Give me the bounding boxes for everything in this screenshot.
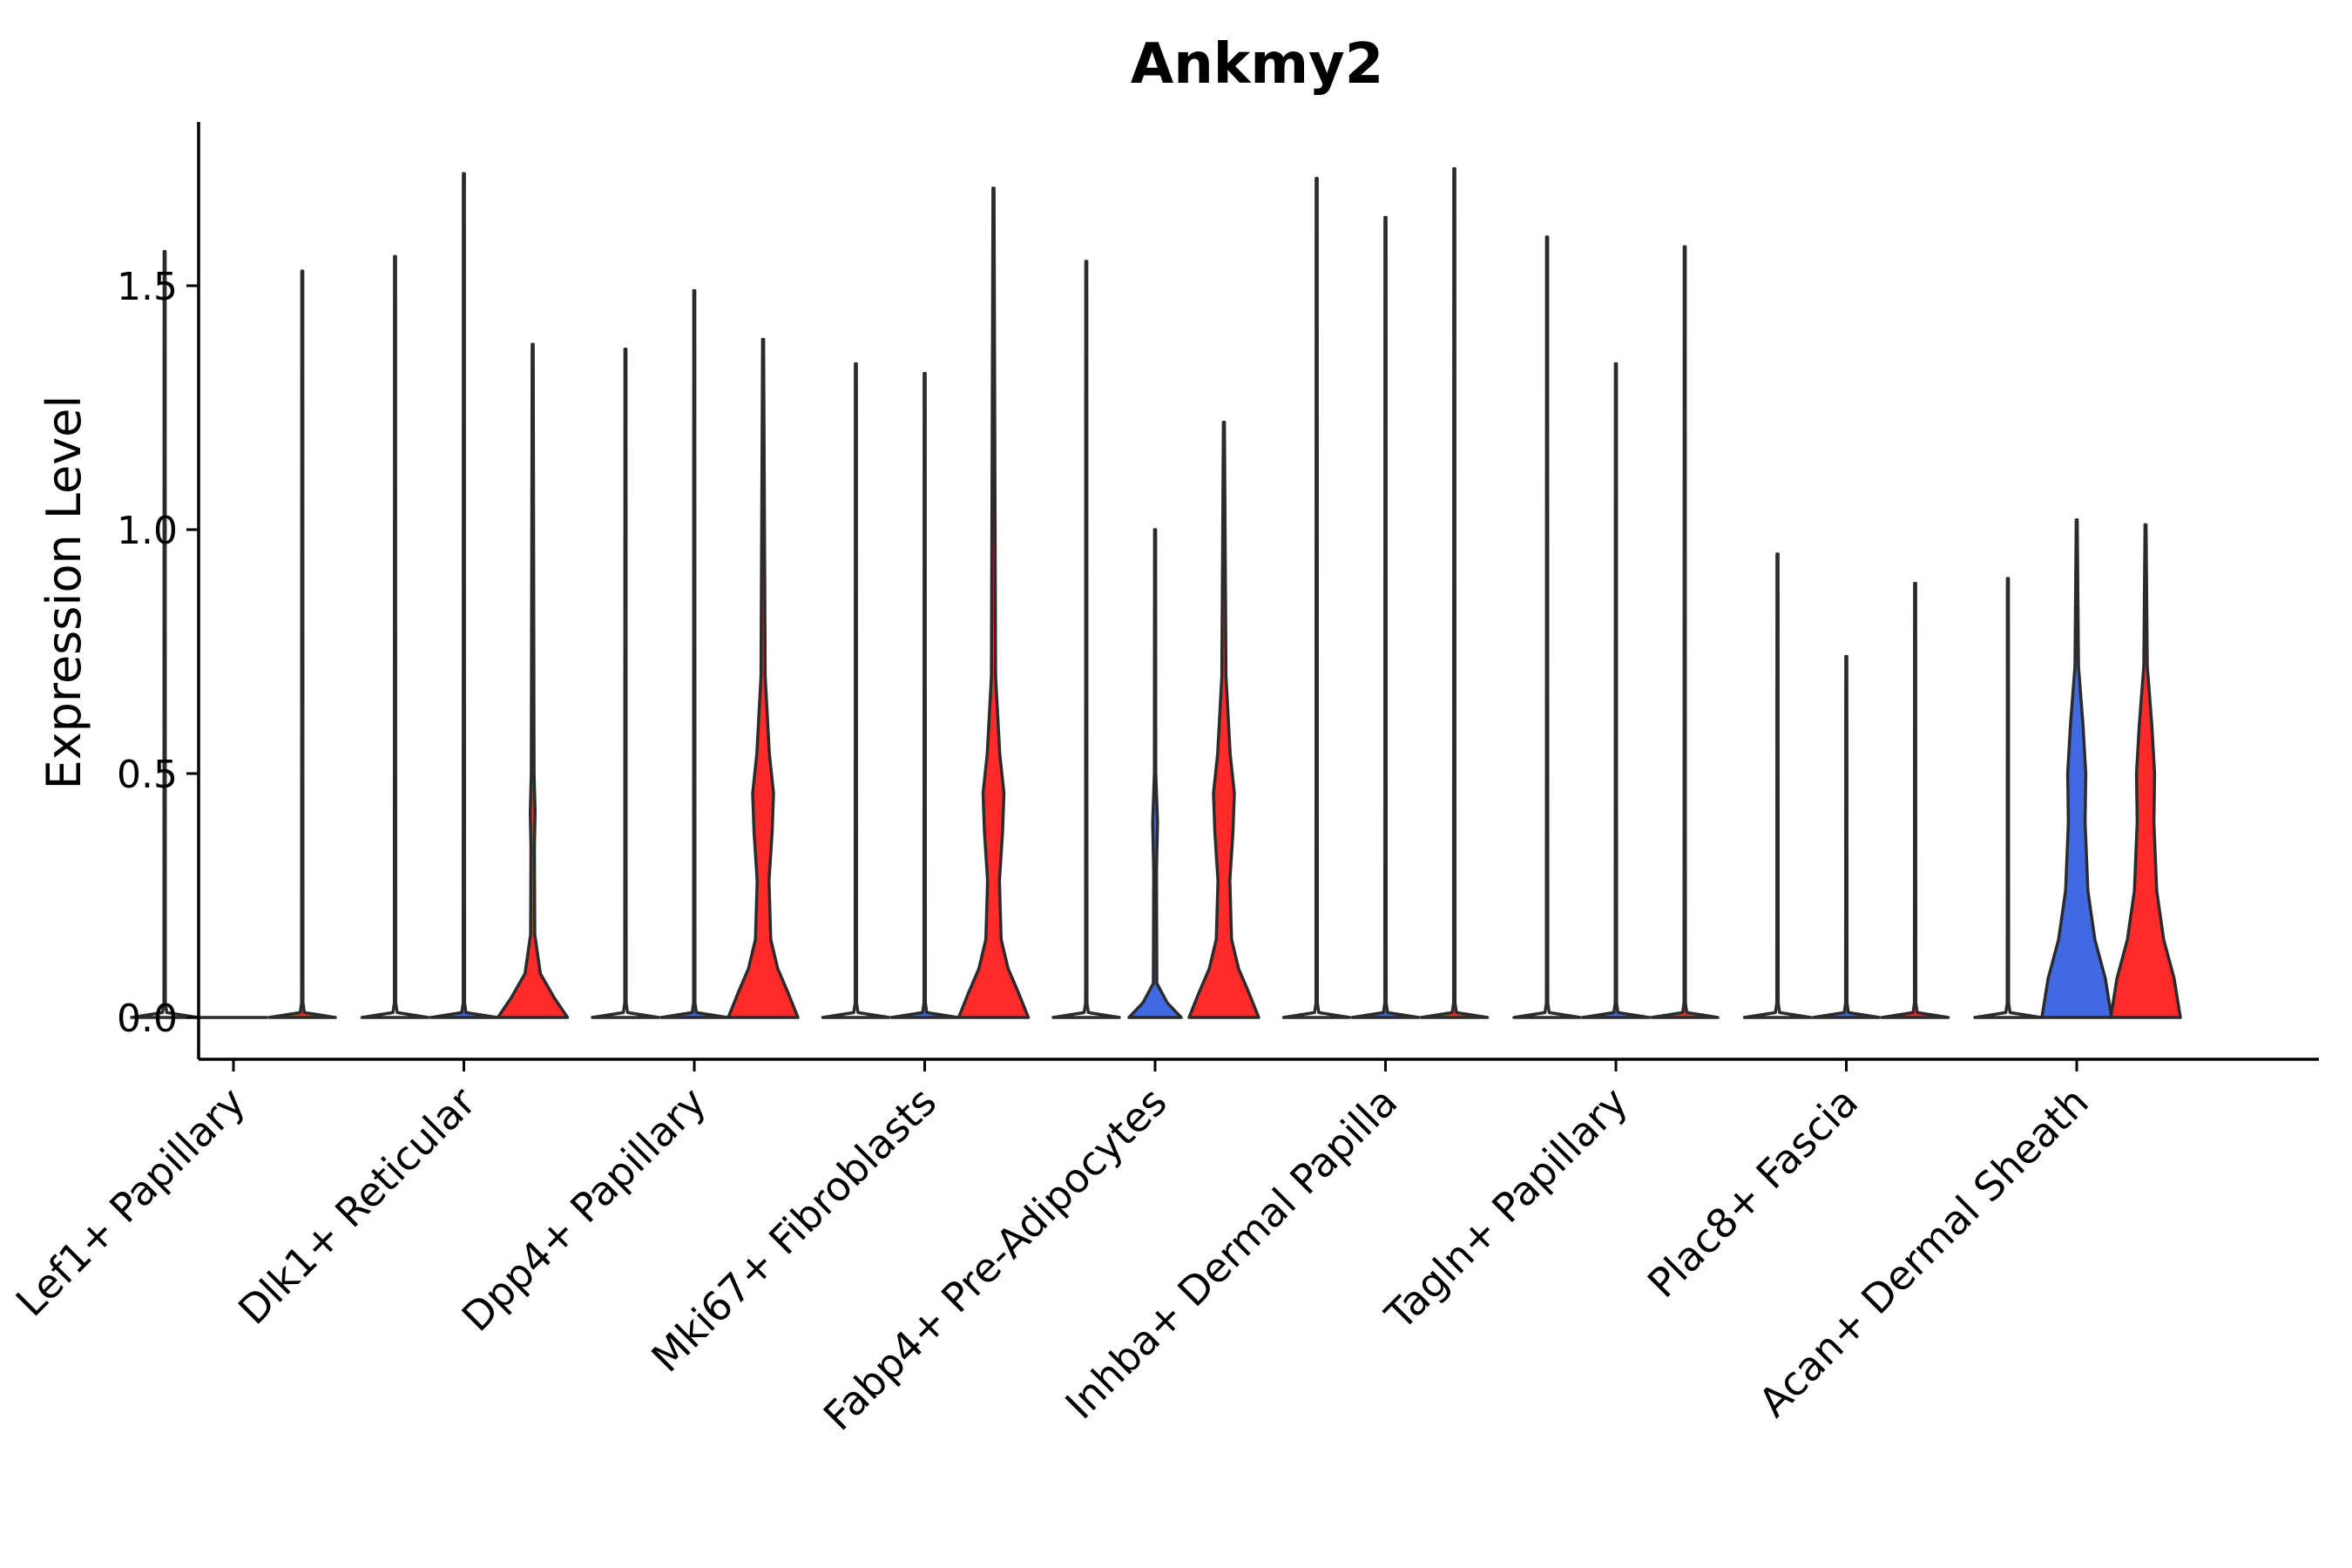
violin-9-2 xyxy=(2040,518,2113,1019)
y-tick-label: 1.0 xyxy=(117,509,178,553)
violin-3-2 xyxy=(659,288,729,1019)
violin-2-3 xyxy=(496,342,570,1019)
violin-2-2 xyxy=(429,172,499,1019)
violin-7-2 xyxy=(1581,362,1651,1019)
violin-5-1 xyxy=(1051,260,1121,1019)
violin-8-3 xyxy=(1880,581,1950,1019)
violin-5-2 xyxy=(1127,528,1183,1019)
violin-6-3 xyxy=(1419,166,1490,1019)
y-ticks-layer: 0.0 0.5 1.0 1.5 xyxy=(117,265,199,1041)
violin-9-3 xyxy=(2109,523,2182,1019)
violin-4-3 xyxy=(956,186,1031,1019)
violin-4-2 xyxy=(889,372,960,1019)
violin-6-2 xyxy=(1350,215,1421,1019)
violin-1-1 xyxy=(130,250,199,1019)
violin-1-3 xyxy=(267,269,337,1019)
violin-8-2 xyxy=(1811,654,1882,1019)
violin-4-1 xyxy=(821,362,891,1019)
violin-2-1 xyxy=(360,254,430,1019)
y-tick-label: 0.5 xyxy=(117,753,178,797)
violin-7-1 xyxy=(1512,235,1582,1019)
x-tick-label: Dlk1+ Reticular xyxy=(229,1078,484,1334)
x-tick-label: Plac8+ Fascia xyxy=(1639,1078,1867,1307)
violin-6-1 xyxy=(1281,177,1352,1019)
violin-7-3 xyxy=(1650,245,1720,1019)
violin-3-3 xyxy=(727,337,800,1019)
x-tick-label: Dpp4+ Papillary xyxy=(453,1078,715,1341)
axes-layer xyxy=(197,122,2319,1061)
chart-title: Ankmy2 xyxy=(1131,32,1384,97)
violin-5-3 xyxy=(1187,421,1260,1019)
y-tick-label: 1.5 xyxy=(117,265,178,309)
x-tick-label: Tagln+ Papillary xyxy=(1375,1078,1637,1340)
violins-layer xyxy=(130,166,2182,1019)
violin-3-1 xyxy=(591,348,660,1019)
x-tick-label: Lef1+ Papillary xyxy=(7,1078,254,1326)
violin-9-1 xyxy=(1973,577,2043,1019)
y-tick-label: 0.0 xyxy=(117,997,178,1041)
violin-8-1 xyxy=(1742,552,1813,1019)
y-axis-label: Expression Level xyxy=(37,395,91,790)
